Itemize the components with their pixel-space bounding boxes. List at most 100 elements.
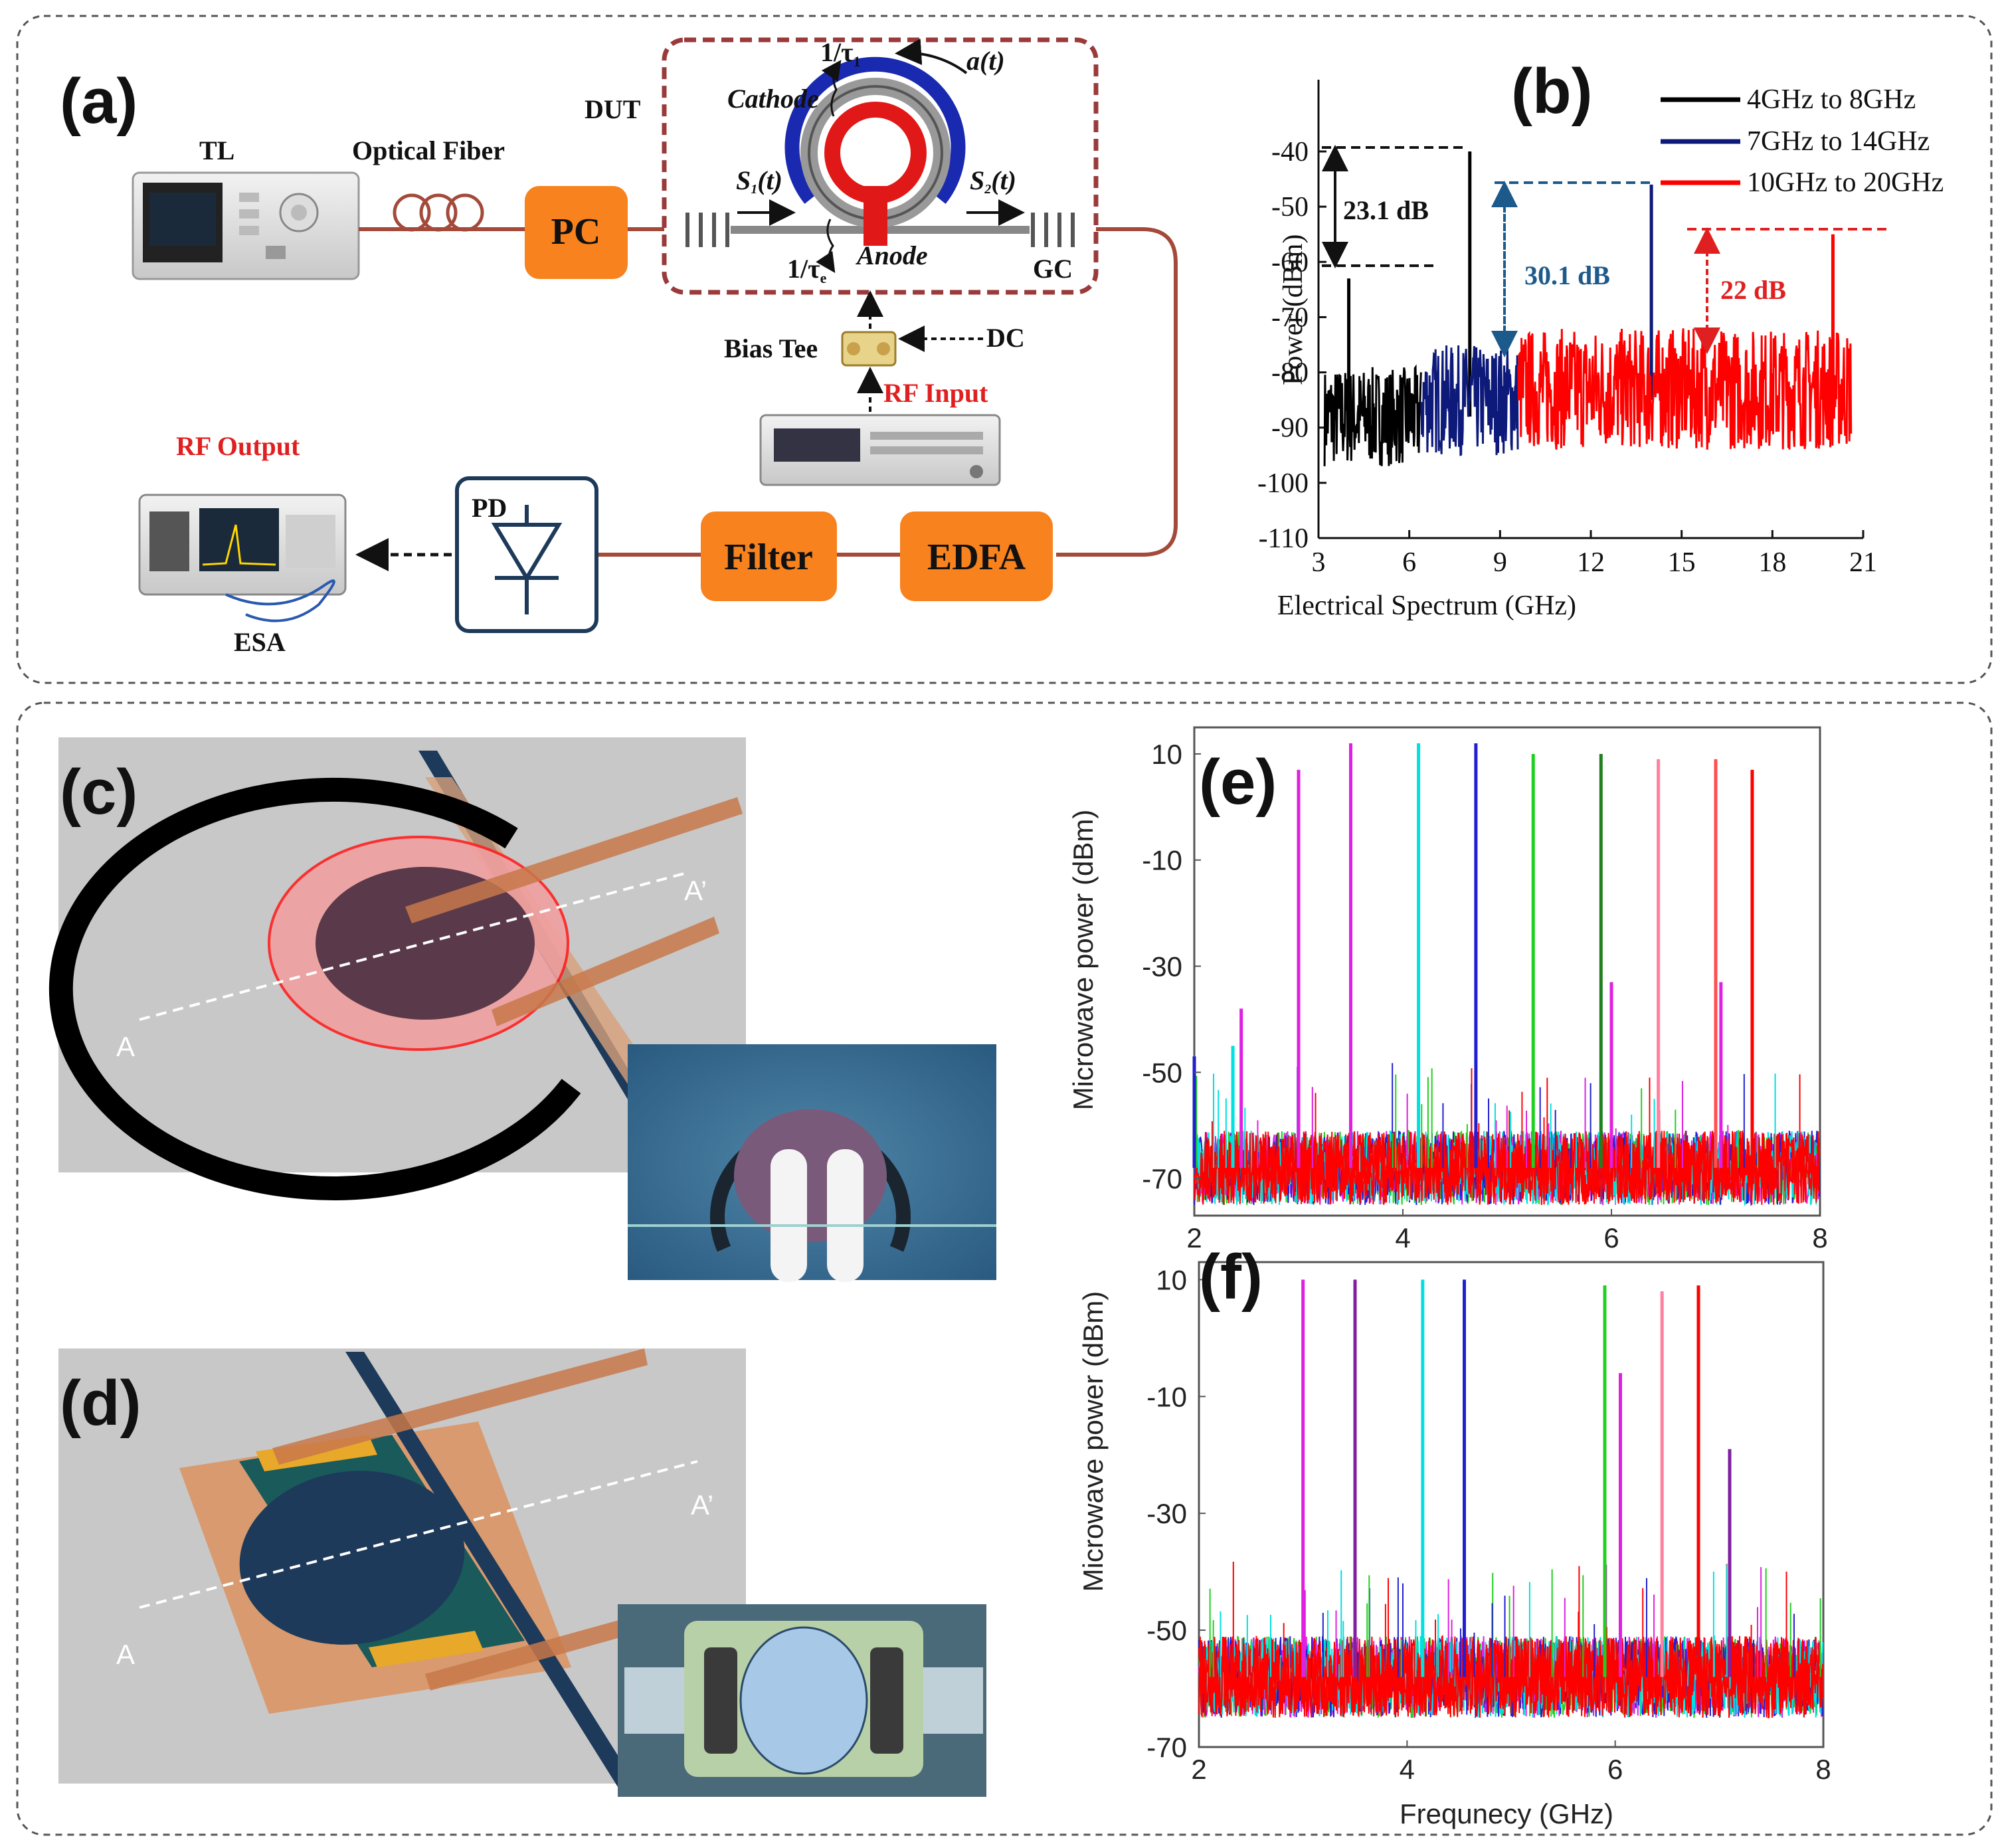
s2-label: S2(t): [970, 165, 1016, 197]
panel-a-label: (a): [60, 66, 137, 137]
top-panel-frame: [16, 15, 1993, 684]
rf-output-label: RF Output: [176, 431, 300, 461]
chart-b-xtick-label: 9: [1493, 547, 1507, 578]
fiber-coil-icon: [393, 193, 484, 232]
panel-c-label: (c): [60, 757, 137, 828]
cut-line-c: [139, 872, 685, 1021]
annot-22db: 22 dB: [1720, 275, 1786, 305]
grating-coupler-left-icon: [685, 213, 729, 247]
chart-b-ytick-label: -100: [1257, 468, 1309, 499]
waveguide-d: [345, 1352, 638, 1787]
bottom-panel-frame: [16, 701, 1993, 1836]
chart-b-xlabel: Electrical Spectrum (GHz): [1277, 591, 1576, 621]
chart-b-ytick-label: -70: [1271, 302, 1309, 333]
chart-b-ytick-label: -90: [1271, 413, 1309, 444]
pc-box: [525, 186, 628, 279]
dut-label: DUT: [585, 94, 641, 124]
anode-label: Anode: [855, 240, 928, 270]
fiber-loop: [1056, 227, 1178, 557]
legend-item-2: 7GHz to 14GHz: [1747, 126, 1930, 157]
chart-e-ytick-label: -10: [1142, 845, 1182, 876]
chart-b-xtick-label: 18: [1758, 547, 1786, 578]
bias-tee-icon: [841, 331, 897, 367]
tl-label: TL: [199, 136, 234, 165]
chart-b-xtick-label: 15: [1668, 547, 1696, 578]
panel-d-label: (d): [60, 1368, 141, 1439]
at-label: a(t): [966, 46, 1005, 76]
chart-b-annotations: 23.1 dB 30.1 dB 22 dB: [1322, 145, 1886, 357]
chart-f-xlabel: Frequnecy (GHz): [1400, 1798, 1613, 1829]
chart-e-ylabel: Microwave power (dBm): [1067, 810, 1099, 1111]
chart-f-ytick-label: -70: [1146, 1732, 1187, 1763]
micrograph-c: [628, 1044, 996, 1282]
photodiode-icon: [491, 505, 563, 614]
chart-f-ylabel: Microwave power (dBm): [1077, 1291, 1109, 1592]
chart-b-ytick-label: -60: [1271, 247, 1309, 278]
chart-e-ytick-label: -30: [1142, 951, 1182, 982]
legend-item-3: 10GHz to 20GHz: [1747, 167, 1944, 198]
chart-e-ytick-label: -70: [1142, 1163, 1182, 1194]
dc-label: DC: [986, 323, 1025, 353]
chart-f-ytick-label: -30: [1146, 1498, 1187, 1529]
panel-e-label: (e): [1199, 747, 1277, 818]
chart-f-xtick-label: 8: [1815, 1754, 1831, 1785]
filter-label: Filter: [724, 537, 813, 578]
esa-label: ESA: [234, 627, 286, 657]
chart-e-ytick-label: 10: [1151, 739, 1182, 770]
cut-line-d: [139, 1460, 698, 1609]
edfa-label: EDFA: [927, 537, 1026, 578]
chart-f-xtick-label: 4: [1400, 1754, 1415, 1785]
annot-30-1db: 30.1 dB: [1524, 260, 1610, 290]
filter-box: [701, 511, 837, 601]
panel-e-chart: Microwave power (dBm) 10 -10 -30 -50 -702 4 6 8…: [1067, 726, 1828, 1253]
pd-label: PD: [472, 493, 507, 523]
chart-b-legend: 4GHz to 8GHz 7GHz to 14GHz 10GHz to 20GH…: [1661, 84, 1944, 198]
chart-e-ytick-label: -50: [1142, 1057, 1182, 1088]
rf-generator-icon: [759, 414, 1001, 486]
chart-e-xtick-label: 8: [1812, 1222, 1827, 1253]
esa-icon: [138, 494, 347, 622]
point-a-prime-c: A’: [684, 875, 707, 906]
chart-b-xtick-label: 6: [1402, 547, 1416, 578]
bias-tee-label: Bias Tee: [724, 333, 818, 363]
chart-e-xtick-label: 6: [1603, 1222, 1619, 1253]
edfa-box: [900, 511, 1053, 601]
chart-f-xtick-label: 6: [1607, 1754, 1623, 1785]
pd-box: [455, 476, 598, 633]
s1-label: S1(t): [736, 165, 782, 197]
ring-resonator-icon: [784, 56, 966, 246]
taue-label: 1/τe: [787, 254, 827, 286]
chart-b-xtick-label: 12: [1577, 547, 1605, 578]
panel-b-chart: (b) Power (dBm) Electrical Spectrum (GHz…: [1257, 56, 1944, 621]
chart-b-series-3-noise: [1517, 328, 1853, 450]
pc-label: PC: [551, 211, 601, 252]
panel-d: (d) A A’: [58, 1348, 986, 1797]
chart-b-ylabel: Power (dBm): [1278, 234, 1309, 385]
annot-23-1db: 23.1 dB: [1343, 195, 1429, 225]
chart-b-series-1-noise: [1323, 364, 1422, 466]
chart-f-ytick-label: -50: [1146, 1615, 1187, 1646]
point-a-prime-d: A’: [691, 1489, 713, 1521]
disk-d: [239, 1471, 465, 1645]
chart-b-ytick-label: -50: [1271, 192, 1309, 223]
chart-e-xtick-label: 2: [1186, 1222, 1202, 1253]
panel-c: (c) A A’: [48, 737, 996, 1282]
point-a-d: A: [116, 1639, 135, 1670]
cathode-label: Cathode: [727, 84, 819, 114]
rf-input-label: RF Input: [883, 378, 988, 408]
panel-b-label: (b): [1511, 56, 1593, 127]
gc-label: GC: [1033, 254, 1073, 284]
chart-b-xtick-label: 3: [1312, 547, 1326, 578]
panel-f-label: (f): [1199, 1242, 1263, 1313]
point-a-c: A: [116, 1031, 135, 1062]
tunable-laser-icon: [132, 171, 360, 280]
panel-a: (a) TL Optical Fiber PC DUT: [60, 37, 1178, 657]
micrograph-d: [618, 1604, 986, 1797]
optical-fiber-label: Optical Fiber: [352, 136, 505, 165]
grating-coupler-right-icon: [1031, 213, 1075, 247]
chart-e-xtick-label: 4: [1395, 1222, 1410, 1253]
ring-cathode-c: [48, 777, 581, 1200]
chart-b-xtick-label: 21: [1849, 547, 1877, 578]
chart-f-ytick-label: -10: [1146, 1381, 1187, 1412]
